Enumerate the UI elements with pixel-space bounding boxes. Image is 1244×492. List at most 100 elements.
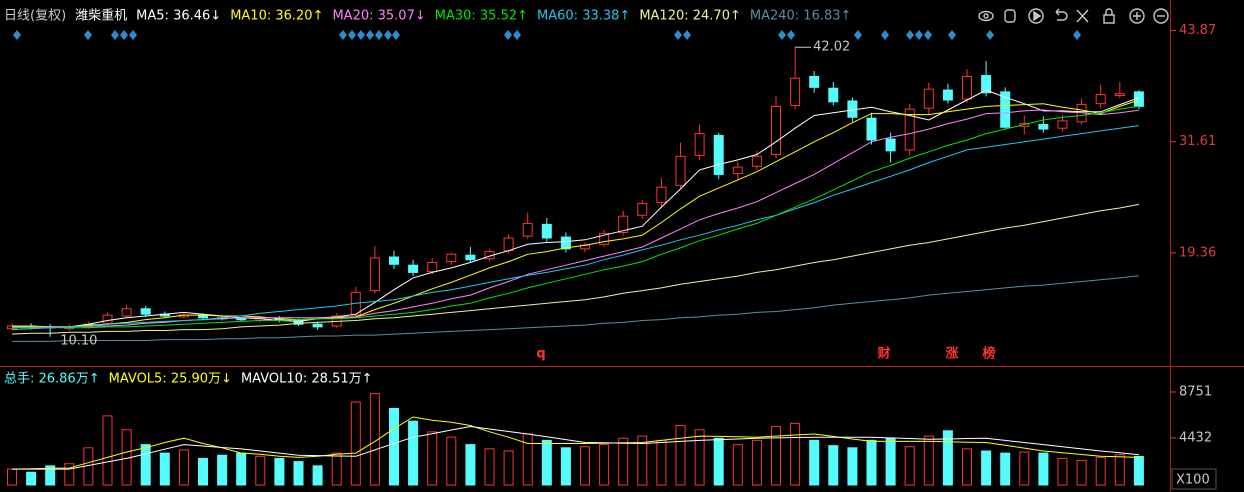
event-diamond: [674, 30, 682, 40]
event-diamond: [384, 30, 392, 40]
volume-bar: [7, 468, 17, 486]
y-tick-label: 43.87: [1179, 23, 1216, 38]
event-diamond: [854, 30, 862, 40]
candle-body: [656, 186, 667, 204]
eye-icon[interactable]: [978, 10, 994, 22]
candle-body: [771, 105, 781, 155]
candle-body: [465, 254, 476, 261]
eye-pupil: [983, 13, 989, 19]
volume-bar: [599, 444, 610, 486]
volume-bar: [790, 422, 801, 486]
legend-entry: MA20: 35.07↓: [332, 9, 425, 24]
zoom-in-icon[interactable]: [1129, 8, 1145, 24]
candle-body: [866, 117, 877, 141]
toolbar[interactable]: [978, 8, 1169, 24]
volume-bar: [1019, 451, 1030, 486]
volume-bar: [312, 465, 323, 486]
candle-body: [446, 253, 457, 263]
volume-bar: [45, 465, 56, 486]
volume-bar: [618, 437, 629, 486]
volume-bar: [1038, 452, 1049, 486]
event-label: 财: [877, 346, 890, 362]
ma-line: [12, 89, 1140, 328]
event-diamond: [339, 30, 347, 40]
lock-shackle: [1105, 8, 1113, 15]
volume-bar: [369, 393, 380, 486]
volume-bar: [809, 439, 820, 486]
volume-bar: [64, 463, 75, 486]
candle-body: [1114, 93, 1125, 97]
volume-bar: [178, 449, 189, 486]
event-diamond: [986, 30, 994, 40]
candle-body: [732, 166, 743, 175]
lock-icon[interactable]: [1103, 14, 1115, 24]
min-annotation: 10.10: [60, 333, 97, 348]
candle-body: [522, 222, 533, 237]
legend-entry: MA60: 33.38↑: [537, 9, 630, 24]
candle-body: [427, 261, 438, 273]
volume-bar: [580, 446, 590, 486]
event-diamond: [504, 30, 512, 40]
play-triangle: [1033, 10, 1042, 22]
volume-bar: [217, 454, 228, 486]
volume-ma-line: [12, 425, 1139, 470]
zoom-out-icon[interactable]: [1153, 8, 1169, 24]
candle-body: [618, 215, 629, 234]
candle-body: [560, 236, 571, 250]
event-label: 榜: [982, 346, 995, 362]
volume-bar: [1133, 455, 1144, 486]
volume-bar: [26, 471, 37, 486]
candle-body: [293, 320, 304, 325]
play-icon[interactable]: [1028, 8, 1044, 24]
cut-icon[interactable]: [1076, 9, 1089, 23]
event-diamond: [13, 30, 21, 40]
legend-entry: MA30: 35.52↑: [435, 9, 528, 24]
event-diamond: [120, 30, 128, 40]
event-diamond: [948, 30, 956, 40]
volume-bar: [484, 448, 495, 486]
volume-bar: [465, 444, 476, 486]
candle-body: [923, 88, 934, 109]
volume-bar: [751, 439, 762, 486]
candle-body: [962, 75, 972, 100]
candle-body: [713, 134, 724, 175]
legend-entry: MA5: 36.46↓: [136, 9, 221, 24]
candle-body: [389, 256, 399, 265]
unit-label: X100: [1176, 473, 1210, 488]
volume-bar: [446, 436, 457, 486]
candle-body: [408, 264, 419, 273]
undo-icon[interactable]: [1055, 8, 1068, 21]
volume-bar: [293, 461, 304, 486]
volume-bar: [255, 455, 266, 486]
volume-bar: [102, 415, 113, 486]
candle-body: [236, 318, 247, 321]
volume-bar: [904, 446, 915, 486]
volume-bar: [885, 437, 896, 486]
event-diamond: [375, 30, 383, 40]
y-tick-label: 31.61: [1179, 134, 1216, 149]
volume-bar: [771, 426, 781, 486]
candle-body: [828, 87, 839, 103]
hand-icon[interactable]: [1004, 9, 1016, 23]
legend-entry: MA120: 24.70↑: [639, 9, 741, 24]
legend-entry: 总手: 26.86万↑: [4, 372, 100, 387]
candle-body: [599, 232, 610, 245]
ma-line: [12, 99, 1140, 328]
volume-bar: [713, 437, 724, 486]
ma-line: [12, 105, 1139, 329]
volume-bar: [637, 435, 648, 486]
event-diamond: [906, 30, 914, 40]
ma-line: [12, 275, 1139, 342]
legend-entry: 潍柴重机: [75, 8, 127, 24]
event-diamond: [348, 30, 356, 40]
legend-entry: MAVOL5: 25.90万↓: [109, 372, 232, 387]
volume-bar: [140, 444, 151, 486]
legend-entry: MAVOL10: 28.51万↑: [241, 372, 373, 387]
event-diamond: [915, 30, 923, 40]
candle-body: [121, 308, 132, 317]
volume-bar: [732, 444, 743, 486]
legend-entry: MA240: 16.83↑: [750, 9, 852, 24]
volume-bar: [847, 447, 858, 486]
event-diamond: [392, 30, 400, 40]
